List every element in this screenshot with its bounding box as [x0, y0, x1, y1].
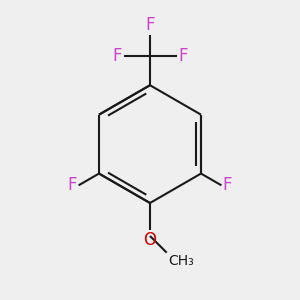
Text: F: F	[145, 16, 155, 34]
Text: CH₃: CH₃	[168, 254, 194, 268]
Text: F: F	[112, 47, 122, 65]
Text: O: O	[143, 231, 157, 249]
Text: F: F	[178, 47, 188, 65]
Text: F: F	[68, 176, 77, 194]
Text: F: F	[223, 176, 232, 194]
